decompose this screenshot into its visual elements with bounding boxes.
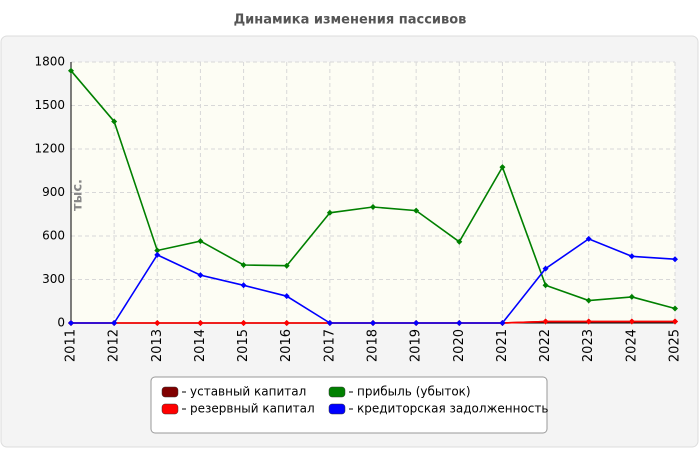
point [111, 118, 118, 125]
x-tick-label: 2025 [668, 329, 683, 362]
legend [150, 376, 548, 434]
point [585, 318, 592, 325]
point [154, 247, 161, 254]
x-tick-label: 2019 [409, 329, 424, 362]
x-tick-label: 2014 [193, 329, 208, 362]
point [672, 305, 678, 312]
point [283, 293, 290, 300]
legend-swatch [161, 386, 179, 398]
x-tick-label: 2023 [581, 329, 596, 362]
y-tick-label: 600 [42, 229, 65, 243]
point [240, 320, 247, 326]
point [326, 320, 333, 326]
point [326, 209, 333, 216]
point [499, 320, 506, 326]
point [240, 282, 247, 289]
y-axis-label: тыс. [71, 179, 86, 211]
x-tick-label: 2020 [452, 329, 467, 362]
point [628, 253, 635, 260]
point [499, 164, 506, 171]
point [197, 272, 204, 279]
point [68, 67, 74, 74]
point [370, 320, 376, 326]
x-tick-label: 2012 [107, 329, 122, 362]
point [197, 320, 204, 326]
point [585, 235, 592, 242]
x-tick-label: 2021 [495, 329, 510, 362]
point [240, 262, 247, 268]
point [413, 320, 420, 326]
point [542, 282, 549, 289]
point [542, 265, 549, 272]
point [68, 320, 74, 326]
y-tick-label: 300 [42, 272, 65, 286]
y-tick-label: 1200 [34, 142, 65, 156]
legend-swatch [328, 386, 346, 398]
point [370, 204, 376, 210]
point [413, 207, 420, 214]
x-tick-label: 2015 [236, 329, 251, 362]
x-tick-label: 2017 [322, 329, 337, 362]
point [197, 238, 204, 245]
legend-label: уставный капитал [190, 385, 306, 399]
y-tick-label: 0 [57, 316, 65, 330]
point [456, 238, 463, 245]
y-tick-label: 900 [42, 185, 65, 199]
point [628, 318, 635, 325]
point [154, 320, 161, 326]
x-tick-label: 2013 [150, 329, 165, 362]
legend-label: кредиторская задолженность [357, 402, 548, 416]
point [628, 293, 635, 300]
point [585, 297, 592, 304]
legend-swatch [161, 403, 179, 415]
x-tick-label: 2016 [279, 329, 294, 362]
x-tick-label: 2011 [64, 329, 79, 362]
y-tick-label: 1500 [34, 98, 65, 112]
point [542, 318, 549, 325]
x-tick-label: 2018 [366, 329, 381, 362]
point [283, 320, 290, 326]
legend-label: резервный капитал [190, 402, 315, 416]
point [154, 251, 161, 258]
x-tick-label: 2024 [624, 329, 639, 362]
legend-swatch [328, 403, 346, 415]
point [672, 318, 678, 325]
legend-label: прибыль (убыток) [357, 385, 471, 399]
y-tick-label: 1800 [34, 55, 65, 69]
point [283, 262, 290, 269]
chart-title: Динамика изменения пассивов [234, 13, 467, 28]
point [111, 320, 118, 326]
point [456, 320, 463, 326]
point [672, 256, 678, 263]
x-tick-label: 2022 [538, 329, 553, 362]
